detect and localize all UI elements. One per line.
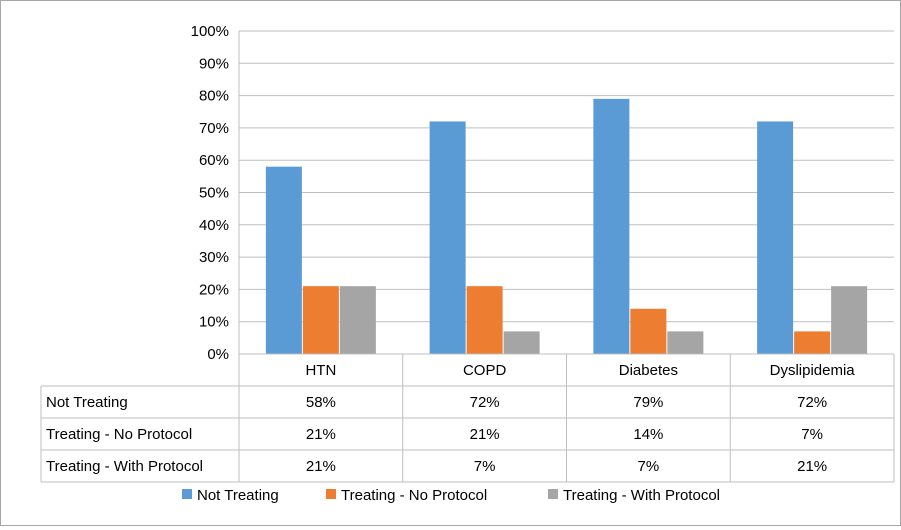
legend-label: Treating - No Protocol (341, 487, 487, 504)
category-label: Diabetes (619, 362, 678, 379)
table-value: 72% (470, 394, 500, 411)
bar (339, 286, 376, 354)
bar (667, 331, 704, 354)
legend-label: Not Treating (197, 487, 279, 504)
series-row-label: Treating - No Protocol (46, 426, 192, 443)
y-tick-label: 70% (199, 120, 229, 137)
bar (794, 331, 831, 354)
y-tick-label: 80% (199, 88, 229, 105)
category-label: Dyslipidemia (770, 362, 856, 379)
legend-swatch (326, 489, 336, 499)
table-value: 7% (474, 458, 496, 475)
table-value: 21% (306, 426, 336, 443)
y-tick-label: 90% (199, 55, 229, 72)
table-value: 21% (470, 426, 500, 443)
table-value: 7% (801, 426, 823, 443)
legend-label: Treating - With Protocol (563, 487, 720, 504)
bar (265, 166, 302, 354)
category-label: HTN (305, 362, 336, 379)
bar (630, 308, 667, 354)
y-tick-label: 50% (199, 185, 229, 202)
category-label: COPD (463, 362, 507, 379)
bar (302, 286, 339, 354)
y-tick-label: 40% (199, 217, 229, 234)
y-tick-label: 10% (199, 314, 229, 331)
table-value: 7% (638, 458, 660, 475)
bar (757, 121, 794, 354)
table-value: 14% (633, 426, 663, 443)
legend-swatch (548, 489, 558, 499)
series-row-label: Not Treating (46, 394, 128, 411)
bar (429, 121, 466, 354)
y-tick-label: 30% (199, 249, 229, 266)
y-tick-label: 20% (199, 281, 229, 298)
series-row-label: Treating - With Protocol (46, 458, 203, 475)
table-value: 21% (306, 458, 336, 475)
table-value: 58% (306, 394, 336, 411)
bar (503, 331, 540, 354)
table-value: 72% (797, 394, 827, 411)
y-tick-label: 60% (199, 152, 229, 169)
bar (831, 286, 868, 354)
bar (593, 98, 630, 354)
table-value: 21% (797, 458, 827, 475)
bar (466, 286, 503, 354)
y-tick-label: 100% (191, 23, 229, 40)
table-value: 79% (633, 394, 663, 411)
y-tick-label: 0% (207, 346, 229, 363)
legend-swatch (182, 489, 192, 499)
